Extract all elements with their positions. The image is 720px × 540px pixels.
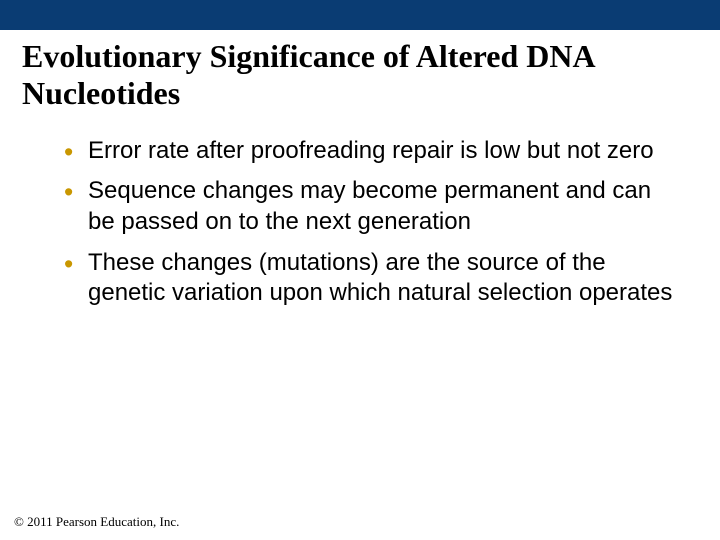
title-area: Evolutionary Significance of Altered DNA… — [0, 30, 720, 122]
copyright-footer: © 2011 Pearson Education, Inc. — [14, 514, 179, 530]
top-accent-bar — [0, 0, 720, 30]
body-area: Error rate after proofreading repair is … — [0, 122, 720, 320]
list-item: Sequence changes may become permanent an… — [64, 176, 678, 237]
list-item: Error rate after proofreading repair is … — [64, 136, 678, 167]
slide-title: Evolutionary Significance of Altered DNA… — [22, 38, 698, 112]
bullet-list: Error rate after proofreading repair is … — [64, 136, 678, 310]
list-item: These changes (mutations) are the source… — [64, 248, 678, 309]
slide: Evolutionary Significance of Altered DNA… — [0, 0, 720, 540]
